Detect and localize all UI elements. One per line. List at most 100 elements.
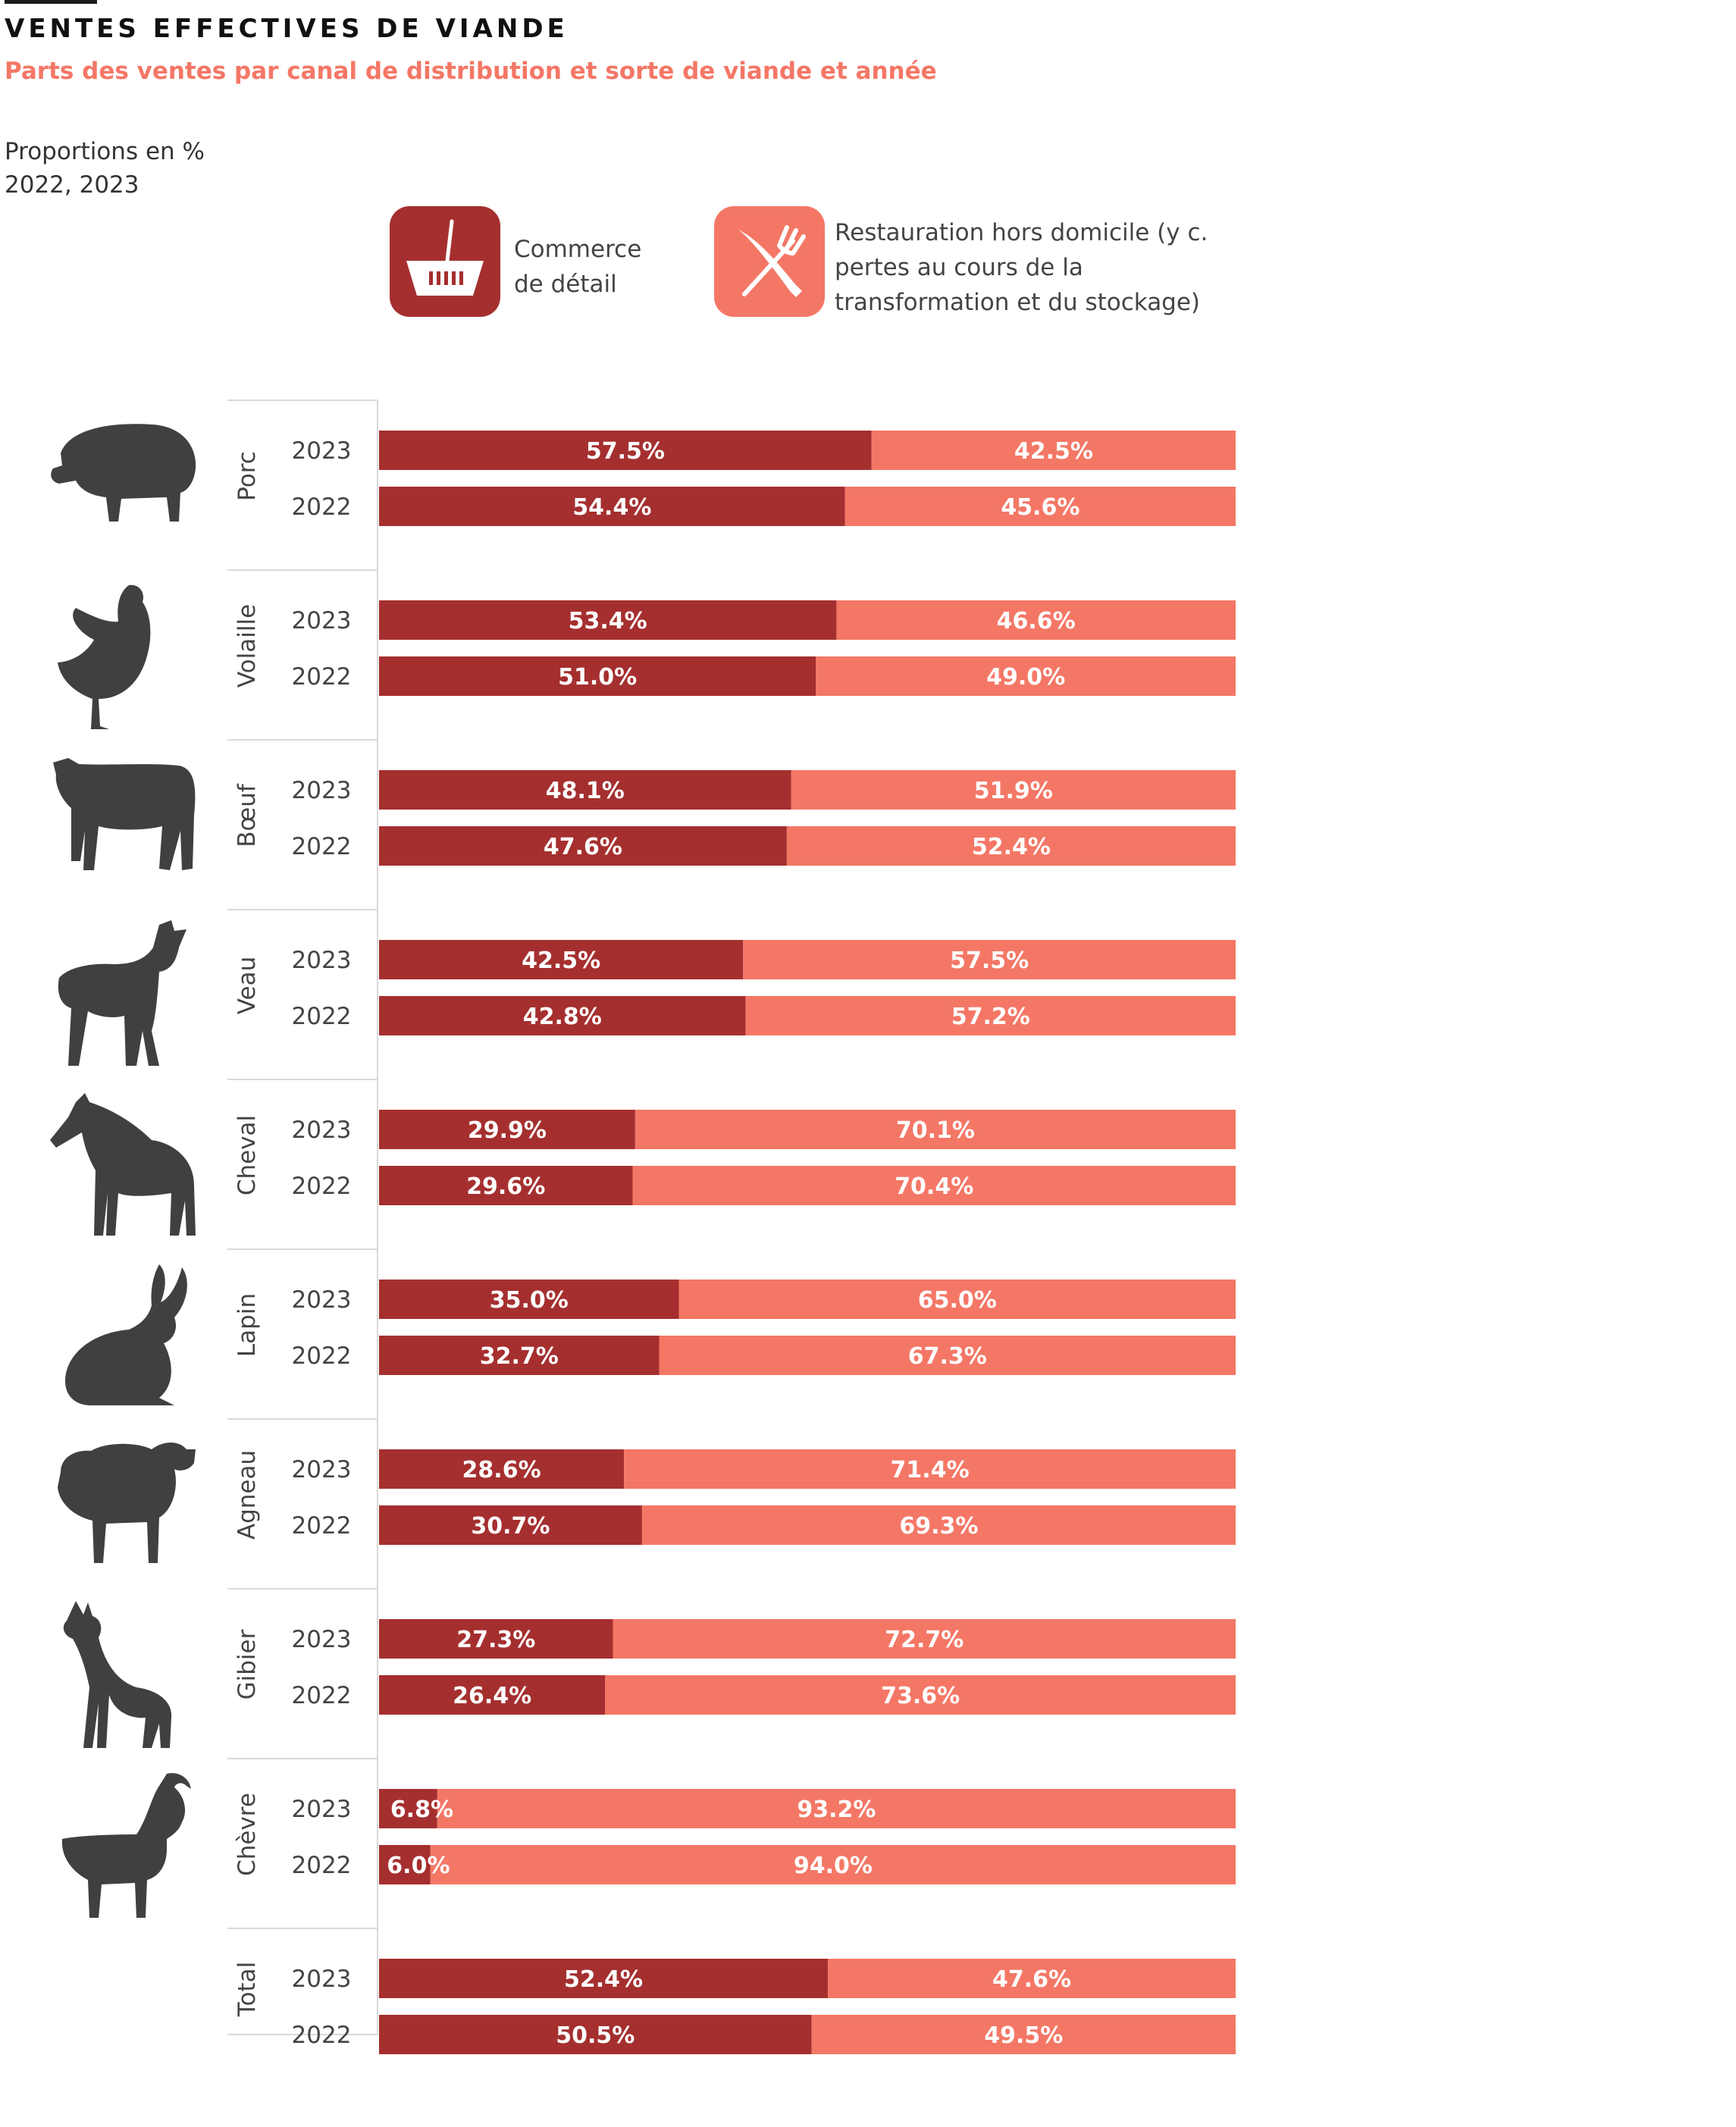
year-label: 2023 bbox=[292, 1286, 352, 1314]
data-label-food-service: 70.4% bbox=[895, 1173, 973, 1200]
bar-retail bbox=[379, 826, 787, 866]
group-label: Bœuf bbox=[233, 783, 261, 847]
goat-icon bbox=[61, 1773, 191, 1918]
knife-fork-icon bbox=[737, 225, 806, 297]
bar-food-service bbox=[632, 1166, 1236, 1205]
data-label-food-service: 52.4% bbox=[972, 834, 1051, 860]
group-label: Agneau bbox=[233, 1450, 261, 1540]
data-label-food-service: 45.6% bbox=[1001, 494, 1080, 521]
year-label: 2022 bbox=[292, 663, 352, 691]
data-label-retail: 52.4% bbox=[564, 1966, 643, 1993]
group-label: Total bbox=[233, 1962, 261, 2017]
bar-retail bbox=[379, 1675, 606, 1715]
group-label: Gibier bbox=[233, 1629, 261, 1699]
data-label-retail: 32.7% bbox=[480, 1343, 559, 1370]
group-label: Volaille bbox=[233, 604, 261, 688]
group-label: Lapin bbox=[233, 1293, 261, 1357]
bar-food-service bbox=[624, 1449, 1236, 1489]
year-label: 2023 bbox=[292, 1117, 352, 1144]
data-label-food-service: 42.5% bbox=[1014, 438, 1093, 465]
data-label-retail: 53.4% bbox=[569, 608, 647, 634]
data-label-food-service: 73.6% bbox=[881, 1683, 960, 1709]
bar-food-service bbox=[437, 1789, 1236, 1828]
bar-food-service bbox=[678, 1280, 1236, 1319]
data-label-food-service: 67.3% bbox=[908, 1343, 987, 1370]
bar-food-service bbox=[816, 656, 1236, 696]
legend-retail-swatch bbox=[390, 206, 500, 317]
data-label-retail: 42.8% bbox=[523, 1004, 602, 1030]
bar-food-service bbox=[659, 1336, 1236, 1375]
legend-food-label: Restauration hors domicile (y c. pertes … bbox=[835, 219, 1208, 316]
horse-icon bbox=[50, 1093, 196, 1236]
bar-retail bbox=[379, 1336, 660, 1375]
data-label-retail: 29.9% bbox=[468, 1117, 547, 1144]
bar-food-service bbox=[743, 940, 1236, 979]
bar-food-service bbox=[745, 996, 1236, 1035]
bar-retail bbox=[379, 487, 845, 526]
data-label-retail: 28.6% bbox=[462, 1457, 541, 1483]
year-label: 2022 bbox=[292, 1682, 352, 1709]
data-label-food-service: 51.9% bbox=[974, 778, 1053, 804]
year-label: 2022 bbox=[292, 833, 352, 860]
bar-retail bbox=[379, 1619, 613, 1659]
data-label-retail: 30.7% bbox=[471, 1513, 550, 1540]
data-label-food-service: 57.2% bbox=[951, 1004, 1030, 1030]
year-label: 2023 bbox=[292, 1966, 352, 1993]
chicken-icon bbox=[58, 584, 151, 729]
bar-food-service bbox=[786, 826, 1236, 866]
bar-retail bbox=[379, 1789, 437, 1828]
data-label-food-service: 93.2% bbox=[797, 1797, 876, 1823]
unit-note: Proportions en % bbox=[5, 138, 205, 165]
year-label: 2023 bbox=[292, 1796, 352, 1823]
bar-retail bbox=[379, 656, 816, 696]
data-label-food-service: 94.0% bbox=[794, 1853, 873, 1879]
bar-retail bbox=[379, 431, 872, 470]
data-label-retail: 48.1% bbox=[546, 778, 625, 804]
deer-icon bbox=[63, 1601, 172, 1748]
data-label-retail: 47.6% bbox=[544, 834, 622, 860]
year-label: 2022 bbox=[292, 1173, 352, 1200]
bar-food-service bbox=[605, 1675, 1236, 1715]
year-label: 2023 bbox=[292, 1626, 352, 1653]
group-label: Veau bbox=[233, 957, 261, 1015]
data-label-retail: 54.4% bbox=[572, 494, 651, 521]
bar-retail bbox=[379, 2015, 812, 2054]
data-label-retail: 42.5% bbox=[522, 948, 600, 974]
data-label-food-service: 71.4% bbox=[891, 1457, 970, 1483]
year-label: 2023 bbox=[292, 607, 352, 634]
group-label: Cheval bbox=[233, 1115, 261, 1195]
bar-food-service bbox=[613, 1619, 1236, 1659]
data-label-retail: 29.6% bbox=[466, 1173, 545, 1200]
calf-icon bbox=[58, 920, 186, 1066]
chart-title: VENTES EFFECTIVES DE VIANDE bbox=[5, 14, 569, 44]
group-label: Chèvre bbox=[233, 1793, 261, 1876]
shopping-basket-icon bbox=[406, 219, 484, 296]
pig-icon bbox=[51, 424, 196, 522]
data-label-retail: 51.0% bbox=[558, 664, 637, 691]
bar-retail bbox=[379, 996, 746, 1035]
data-label-retail: 27.3% bbox=[456, 1627, 535, 1653]
rabbit-icon bbox=[65, 1264, 187, 1405]
data-label-food-service: 69.3% bbox=[899, 1513, 978, 1540]
bar-retail bbox=[379, 940, 744, 979]
years-note: 2022, 2023 bbox=[5, 171, 139, 199]
legend-retail-label: Commerce de détail bbox=[514, 236, 642, 298]
bar-retail bbox=[379, 1845, 431, 1884]
bar-retail bbox=[379, 1110, 635, 1149]
bar-retail bbox=[379, 1449, 625, 1489]
data-label-retail: 35.0% bbox=[490, 1287, 569, 1314]
bar-food-service bbox=[635, 1110, 1236, 1149]
bar-retail bbox=[379, 1166, 633, 1205]
data-label-food-service: 47.6% bbox=[992, 1966, 1071, 1993]
year-label: 2022 bbox=[292, 1003, 352, 1030]
cow-icon bbox=[53, 758, 196, 870]
data-label-food-service: 70.1% bbox=[896, 1117, 975, 1144]
data-label-retail: 50.5% bbox=[556, 2022, 635, 2049]
bar-food-service bbox=[641, 1505, 1236, 1545]
year-label: 2022 bbox=[292, 2022, 352, 2049]
sheep-icon bbox=[58, 1443, 196, 1563]
year-label: 2022 bbox=[292, 1852, 352, 1879]
year-label: 2023 bbox=[292, 1456, 352, 1483]
bar-retail bbox=[379, 1959, 829, 1998]
